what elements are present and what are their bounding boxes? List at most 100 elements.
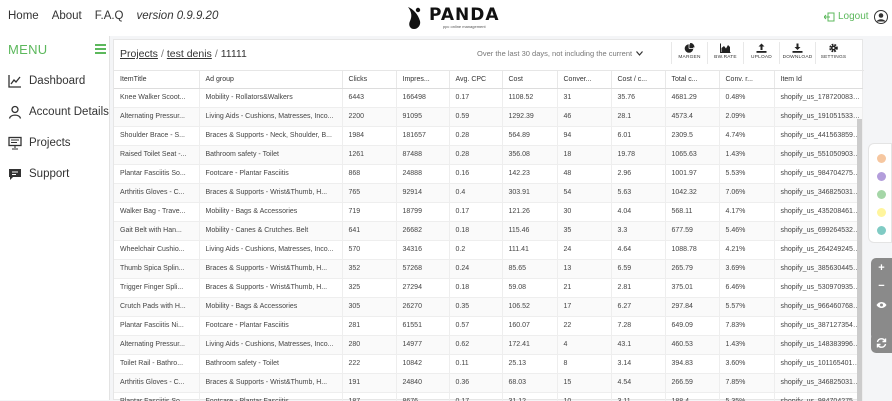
theme-color-dot-green[interactable] [877, 190, 886, 199]
table-row[interactable]: Alternating Pressur... Living Aids - Cush… [114, 107, 863, 127]
settings-label: SETTINGS [820, 55, 847, 60]
table-cell: 460.53 [665, 335, 720, 355]
data-table-container[interactable]: ItemTitle Ad group Clicks Impres... Avg. CPC… [114, 70, 864, 401]
table-row[interactable]: Arthritis Gloves - C... Braces & Supports… [114, 183, 863, 203]
table-cell: 18 [557, 145, 612, 165]
table-cell: 85.65 [502, 259, 558, 279]
table-cell: 68.03 [502, 373, 558, 393]
column-header[interactable]: Total c... [665, 71, 720, 89]
logo-tagline: ppc online management [442, 23, 486, 29]
table-row[interactable]: Wheelchair Cushio... Living Aids - Cushio… [114, 240, 863, 260]
menu-toggle-icon[interactable] [95, 44, 106, 54]
nav-about-link[interactable]: About [51, 10, 82, 22]
table-cell: shopify_us_530970935331 [774, 278, 863, 298]
table-row[interactable]: Alternating Pressur... Living Aids - Cush… [114, 335, 863, 355]
table-row[interactable]: Crutch Pads with H... Mobility - Bags & A… [114, 297, 863, 317]
theme-color-dot-teal[interactable] [877, 226, 886, 235]
area-chart-icon [720, 43, 731, 53]
table-cell: 0.59 [449, 107, 503, 127]
table-row[interactable]: Shoulder Brace - S... Braces & Supports -… [114, 126, 863, 146]
table-row[interactable]: Gait Belt with Han... Mobility - Canes & … [114, 221, 863, 241]
column-header[interactable]: Cost / c... [611, 71, 666, 89]
vertical-scrollbar[interactable] [857, 119, 862, 401]
logout-button[interactable]: Logout [824, 11, 869, 22]
eye-icon[interactable] [871, 300, 892, 312]
breadcrumb-projects-link[interactable]: Projects [120, 48, 158, 60]
sidebar-item-projects[interactable]: Projects [8, 136, 71, 150]
zoom-out-icon[interactable]: − [878, 280, 885, 292]
column-header[interactable]: Ad group [199, 71, 343, 89]
table-cell: 142.23 [502, 164, 558, 184]
table-row[interactable]: Plantar Fasciitis So...Footcare - Planta… [114, 392, 863, 401]
margen-button[interactable]: MARGEN [671, 42, 707, 64]
table-cell: 26270 [396, 297, 450, 317]
table-cell: 21 [557, 278, 612, 298]
table-cell: 10 [557, 392, 612, 401]
table-row[interactable]: Knee Walker Scoot... Mobility - Rollators… [114, 88, 863, 108]
column-header[interactable]: Conver... [557, 71, 612, 89]
table-cell: 0.16 [449, 164, 503, 184]
table-cell: Braces & Supports - Wrist&Thumb, H... [199, 373, 343, 393]
theme-color-dot-yellow[interactable] [877, 208, 886, 217]
table-cell: 266.59 [665, 373, 720, 393]
upload-button[interactable]: UPLOAD [743, 42, 779, 64]
table-cell: Alternating Pressur... [114, 107, 200, 127]
chart-line-icon [8, 75, 21, 88]
table-cell: 46 [557, 107, 612, 127]
bw-rate-button[interactable]: BW.RATE [707, 42, 743, 64]
breadcrumb-account-link[interactable]: test denis [166, 48, 212, 60]
table-cell: 564.89 [502, 126, 558, 146]
table-cell: 570 [342, 240, 397, 260]
date-range-select[interactable]: Over the last 30 days, not including the… [477, 49, 644, 58]
table-cell: 166498 [396, 88, 450, 108]
table-cell: 280 [342, 335, 397, 355]
table-cell: 111.41 [502, 240, 558, 260]
table-cell: Crutch Pads with H... [114, 297, 200, 317]
table-cell: 1984 [342, 126, 397, 146]
table-cell: Braces & Supports - Wrist&Thumb, H... [199, 183, 343, 203]
column-header[interactable]: Impres... [396, 71, 450, 89]
sidebar-item-support[interactable]: Support [8, 167, 69, 181]
table-row[interactable]: Raised Toilet Seat -... Bathroom safety -… [114, 145, 863, 165]
table-cell: 6.01 [611, 126, 666, 146]
refresh-button[interactable] [871, 333, 892, 353]
sidebar-item-account-details[interactable]: Account Details [8, 105, 109, 119]
table-row[interactable]: Walker Bag - Trave... Mobility - Bags & A… [114, 202, 863, 222]
table-cell: 4.64 [611, 240, 666, 260]
nav-home-link[interactable]: Home [8, 10, 39, 22]
column-header[interactable]: Conv. r... [719, 71, 775, 89]
table-row[interactable]: Thumb Spica Splin... Braces & Supports - … [114, 259, 863, 279]
download-button[interactable]: DOWNLOAD [779, 42, 815, 64]
table-cell: 677.59 [665, 221, 720, 241]
panda-logo[interactable]: PANDA ppc online management [405, 5, 500, 31]
table-cell: 7.28 [611, 316, 666, 336]
column-header[interactable]: Item Id [774, 71, 863, 89]
sidebar-item-label: Account Details [29, 106, 109, 118]
column-header[interactable]: Avg. CPC [449, 71, 503, 89]
nav-faq-link[interactable]: F.A.Q [94, 10, 124, 22]
table-cell: 87488 [396, 145, 450, 165]
table-row[interactable]: Plantar Fasciitis So...Footcare - Planta… [114, 164, 863, 184]
settings-button[interactable]: SETTINGS [815, 42, 851, 64]
zoom-in-icon[interactable]: + [878, 262, 885, 274]
table-cell: 0.36 [449, 373, 503, 393]
table-row[interactable]: Arthritis Gloves - C... Braces & Supports… [114, 373, 863, 393]
table-cell: 17 [557, 297, 612, 317]
table-cell: 115.46 [502, 221, 558, 241]
date-range-label: Over the last 30 days, not including the… [477, 49, 633, 58]
column-header[interactable]: Clicks [342, 71, 397, 89]
gear-icon [829, 43, 838, 53]
top-bar: Home About F.A.Q version 0.9.9.20 PANDA … [0, 0, 892, 36]
theme-color-dot-orange[interactable] [877, 154, 886, 163]
table-cell: 325 [342, 278, 397, 298]
table-row[interactable]: Plantar Fasciitis Ni... Footcare - Planta… [114, 316, 863, 336]
table-cell: 394.83 [665, 354, 720, 374]
profile-icon[interactable] [874, 10, 888, 24]
theme-color-dot-purple[interactable] [877, 172, 886, 181]
column-header[interactable]: ItemTitle [114, 71, 200, 89]
table-cell: Footcare - Plantar Fasciitis [199, 164, 343, 184]
sidebar-item-dashboard[interactable]: Dashboard [8, 74, 85, 88]
column-header[interactable]: Cost [502, 71, 558, 89]
table-row[interactable]: Trigger Finger Spli... Braces & Supports … [114, 278, 863, 298]
table-row[interactable]: Toilet Rail - Bathro... Bathroom safety -… [114, 354, 863, 374]
